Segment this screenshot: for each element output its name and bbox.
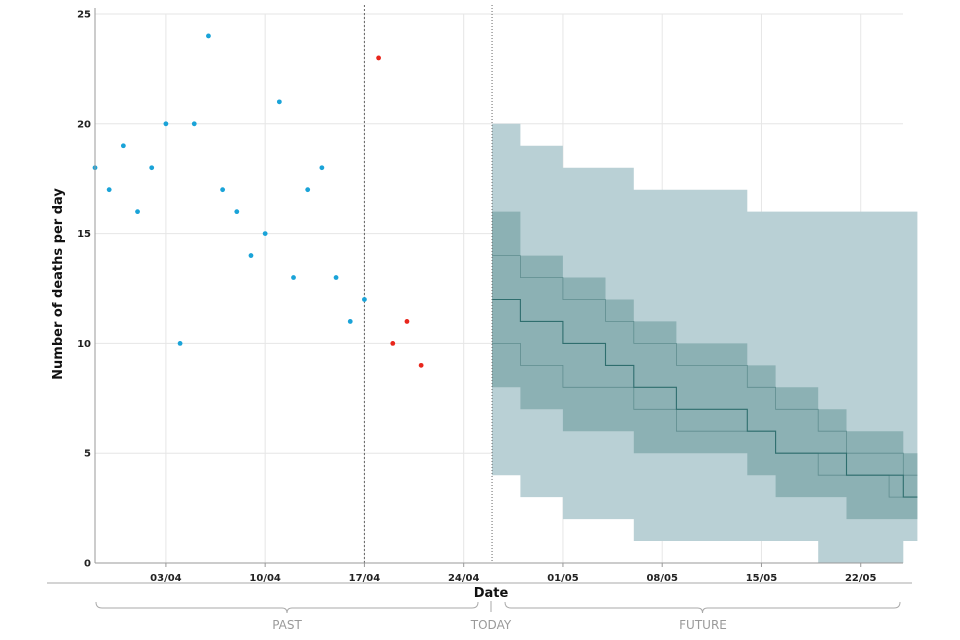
y-tick-label: 20	[77, 119, 91, 130]
y-tick-label: 5	[84, 449, 91, 460]
observed-point	[362, 297, 367, 302]
x-tick-label: 10/04	[249, 573, 281, 584]
observed-point	[276, 99, 282, 105]
x-tick-label: 03/04	[150, 573, 182, 584]
observed-point	[163, 121, 169, 127]
projection-bands	[492, 123, 918, 564]
recent-point	[418, 362, 424, 368]
x-tick-labels: 03/04 10/04 17/04 24/04 01/05 08/05 15/05 22/05	[150, 563, 877, 584]
x-tick-label: 01/05	[547, 573, 579, 584]
observed-point	[206, 33, 211, 39]
observed-point	[248, 253, 254, 258]
observed-point	[149, 165, 155, 171]
y-tick-label: 10	[77, 339, 91, 350]
observed-point	[262, 231, 268, 237]
future-bracket	[504, 601, 901, 614]
y-axis-title: Number of deaths per day	[51, 188, 66, 380]
x-tick-label: 15/05	[746, 573, 778, 584]
recent-point	[376, 55, 381, 61]
observed-point	[333, 275, 339, 280]
y-tick-label: 15	[77, 229, 91, 240]
x-tick-label: 08/05	[646, 573, 678, 584]
observed-point	[106, 187, 112, 193]
y-tick-label: 25	[77, 10, 91, 21]
recent-point	[404, 319, 410, 324]
y-tick-label: 0	[84, 559, 91, 570]
upper-quartile-line	[492, 255, 918, 476]
observed-point	[135, 209, 140, 215]
observed-point	[305, 187, 311, 193]
observed-point	[347, 319, 353, 324]
y-tick-labels: 0 5 10 15 20 25	[77, 10, 91, 570]
future-label: FUTURE	[679, 618, 727, 632]
axes	[47, 8, 912, 584]
x-tick-label: 17/04	[349, 573, 381, 584]
observed-point	[291, 275, 296, 280]
past-label: PAST	[272, 618, 302, 632]
projection-lines	[492, 255, 918, 498]
today-label: TODAY	[470, 618, 512, 632]
observed-point	[234, 209, 240, 215]
observed-point	[120, 143, 126, 149]
data-points	[92, 33, 424, 368]
past-bracket	[95, 601, 479, 614]
x-tick-label: 22/05	[845, 573, 877, 584]
x-axis-title: Date	[474, 586, 509, 601]
reference-lines	[363, 5, 493, 563]
observed-point	[319, 165, 325, 171]
recent-point	[390, 341, 396, 346]
observed-point	[177, 341, 183, 346]
observed-point	[220, 187, 226, 193]
timeline-brackets	[95, 601, 901, 614]
observed-point	[191, 121, 197, 127]
x-tick-label: 24/04	[448, 573, 480, 584]
median-projection-line	[492, 298, 918, 498]
